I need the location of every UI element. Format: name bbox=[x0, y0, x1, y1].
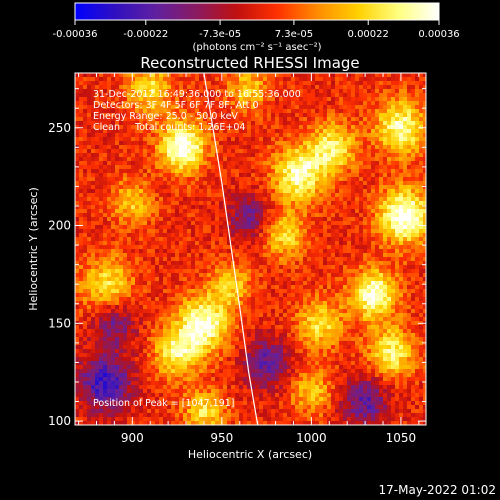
x-tick-label: 1050 bbox=[386, 431, 417, 445]
annotation-energy-range: Energy Range: 25.0 - 50.0 keV bbox=[93, 111, 238, 122]
y-tick-label: 150 bbox=[48, 316, 71, 330]
x-tick-label: 1000 bbox=[296, 431, 327, 445]
colorbar-tick-label: 7.3e-05 bbox=[275, 29, 313, 40]
x-tick-label: 900 bbox=[121, 431, 144, 445]
colorbar-tick-label: -7.3e-05 bbox=[199, 29, 241, 40]
colorbar-tick-label: -0.00036 bbox=[53, 29, 98, 40]
annotation-time-range: 31-Dec-2012 16:49:36.000 to 16:55:36.000 bbox=[93, 89, 301, 100]
footer-date: 17-May-2022 01:02 bbox=[379, 483, 496, 497]
plot-frame bbox=[74, 72, 427, 426]
colorbar-ticks: -0.00036 -0.00022 -7.3e-05 7.3e-05 0.00022 0.… bbox=[53, 20, 460, 40]
y-tick-label: 100 bbox=[48, 414, 71, 428]
y-tick-label: 200 bbox=[48, 219, 71, 233]
colorbar-tick-label: -0.00022 bbox=[123, 29, 168, 40]
y-tick-label: 250 bbox=[48, 121, 71, 135]
x-axis-label: Heliocentric X (arcsec) bbox=[188, 448, 312, 461]
annotation-clean-counts: Clean Total counts: 1.26E+04 bbox=[93, 122, 245, 133]
axis-ticks: 900 950 1000 1050 100 150 200 250 bbox=[48, 73, 426, 445]
y-axis-label: Heliocentric Y (arcsec) bbox=[27, 187, 40, 311]
solar-limb-curve bbox=[203, 73, 259, 425]
colorbar-unit-label: (photons cm⁻² s⁻¹ asec⁻²) bbox=[192, 42, 321, 53]
heatmap bbox=[75, 73, 426, 425]
annotation-peak-position: Position of Peak = [1047,191] bbox=[93, 398, 234, 409]
colorbar-tick-label: 0.00036 bbox=[418, 29, 459, 40]
x-tick-label: 950 bbox=[210, 431, 233, 445]
colorbar-tick-label: 0.00022 bbox=[348, 29, 389, 40]
chart-title: Reconstructed RHESSI Image bbox=[140, 54, 359, 72]
annotation-detectors: Detectors: 3F 4F 5F 6F 7F 8F, Att 0 bbox=[93, 100, 259, 111]
colorbar-gradient bbox=[74, 2, 440, 21]
colorbar: -0.00036 -0.00022 -7.3e-05 7.3e-05 0.00022 0.… bbox=[53, 2, 460, 53]
annotations: 31-Dec-2012 16:49:36.000 to 16:55:36.000… bbox=[93, 89, 301, 409]
